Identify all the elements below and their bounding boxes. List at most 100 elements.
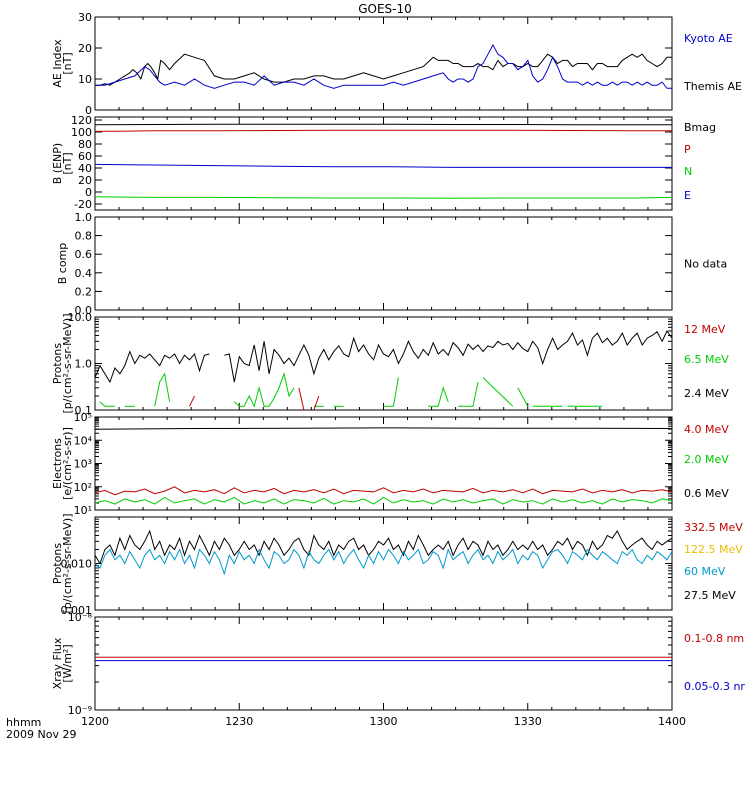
y-tick-label: 1.0	[75, 358, 93, 371]
legend-entry: 12 MeV	[684, 323, 726, 336]
legend-entry: 2.0 MeV	[684, 453, 729, 466]
legend-entry: 0.1-0.8 nm	[684, 632, 744, 645]
series-line-2-0-mev	[95, 496, 672, 505]
panel-protons_low: 0.1 1.0 10.0 Protons[p/(cm²-s-sr-MeV)] 12 Me…	[51, 311, 729, 417]
y-axis-label: [p/(cm²-s-sr-MeV)]	[61, 514, 74, 614]
series-line-6-5-mev	[383, 377, 399, 407]
y-axis-label: B comp	[56, 243, 69, 285]
y-tick-label: 10⁻⁸	[68, 611, 93, 624]
y-tick-label: 0.0	[75, 304, 93, 317]
series-line-12-mev	[313, 395, 320, 410]
figure-title: GOES-10	[358, 2, 412, 16]
y-tick-label: -20	[74, 198, 92, 211]
y-axis-label: [nT]	[61, 52, 74, 74]
series-line-6-5-mev	[517, 387, 529, 407]
series-line-kyoto-ae	[95, 43, 672, 89]
y-tick-label: 0.010	[61, 558, 93, 571]
series-line-4-0-mev	[95, 486, 672, 496]
panel-frame	[94, 616, 673, 711]
series-line-themis-ae	[95, 53, 672, 86]
legend-entry: 0.05-0.3 nr	[684, 680, 745, 693]
y-tick-label: 20	[78, 174, 92, 187]
series-line-bmag	[95, 123, 672, 126]
legend-entry: 4.0 MeV	[684, 423, 729, 436]
y-axis-label: Protons	[51, 543, 64, 584]
series-line-12-mev	[298, 387, 305, 410]
y-tick-label: 0.6	[75, 248, 93, 261]
panel-electrons: 10¹ 10² 10³ 10⁴ 10⁵ Electrons[e/(cm²-s-sr)] 4.…	[51, 411, 729, 517]
y-axis-label: [W/m²]	[61, 644, 74, 682]
y-axis-label: B (ENP)	[51, 143, 64, 184]
series-line-6-5-mev	[154, 372, 171, 407]
series-line-2-4-mev	[95, 350, 210, 384]
time-tick-label: 1230	[225, 715, 253, 728]
panel-bcomp: 0.0 0.2 0.4 0.6 0.8 1.0 B comp No data	[56, 211, 727, 317]
y-tick-label: 0.2	[75, 285, 93, 298]
y-tick-label: 80	[78, 138, 92, 151]
series-line-60-mev	[95, 548, 672, 576]
y-axis-label: [nT]	[61, 152, 74, 174]
legend-entry: 6.5 MeV	[684, 353, 729, 366]
time-tick-label: 1300	[370, 715, 398, 728]
panel-frame	[94, 216, 673, 311]
panel-xray: 10⁻⁹ 10⁻⁸ Xray Flux[W/m²] 0.1-0.8 nm 0.05-0.…	[51, 611, 745, 717]
legend-entry: 0.6 MeV	[684, 487, 729, 500]
legend-entry: N	[684, 165, 692, 178]
y-tick-label: 20	[78, 42, 92, 55]
legend-entry: 332.5 MeV	[684, 521, 743, 534]
series-line-27-5-mev	[95, 529, 672, 565]
y-tick-label: 10¹	[74, 504, 92, 517]
y-axis-label: Xray Flux	[51, 637, 64, 689]
y-tick-label: 10³	[74, 458, 92, 471]
y-axis-label: Protons	[51, 343, 64, 384]
panel-frame	[94, 316, 673, 411]
legend-entry: 122.5 MeV	[684, 543, 743, 556]
y-tick-label: 10⁴	[74, 434, 93, 447]
series-line-6-5-mev	[428, 386, 449, 407]
y-tick-label: 10⁵	[74, 411, 92, 424]
series-line-0-6-mev	[95, 427, 672, 430]
legend-entry: Kyoto AE	[684, 32, 733, 45]
y-tick-label: 1.0	[75, 211, 93, 224]
series-line-6-5-mev	[458, 381, 479, 407]
y-tick-label: 10	[78, 73, 92, 86]
series-line-6-5-mev	[99, 401, 115, 407]
panel-frame	[94, 416, 673, 511]
y-tick-label: 0.4	[75, 267, 93, 280]
time-axis: 1200 1230 1300 1330 1400	[81, 715, 686, 728]
series-line-e	[95, 163, 672, 168]
panel-frame	[94, 516, 673, 611]
legend-entry: 27.5 MeV	[684, 589, 736, 602]
y-tick-label: 60	[78, 150, 92, 163]
series-line-6-5-mev	[233, 372, 295, 408]
y-tick-label: 30	[78, 11, 92, 24]
legend-entry: Themis AE	[683, 80, 742, 93]
y-tick-label: 10²	[74, 481, 92, 494]
time-tick-label: 1200	[81, 715, 109, 728]
y-axis-label: Electrons	[51, 438, 64, 489]
time-tick-label: 1330	[514, 715, 542, 728]
y-tick-label: 100	[71, 126, 92, 139]
y-axis-label: AE Index	[51, 39, 64, 88]
series-line-12-mev	[189, 395, 195, 407]
y-tick-label: 40	[78, 162, 92, 175]
series-line-p	[95, 129, 672, 132]
series-line-n	[95, 196, 672, 199]
y-tick-label: 0	[85, 104, 92, 117]
legend-entry: No data	[684, 258, 727, 271]
y-tick-label: 10.0	[68, 311, 93, 324]
time-unit-label: hhmm	[6, 716, 41, 729]
panel-ae: 0 10 20 30 AE Index[nT] Kyoto AE Themis AE	[51, 11, 742, 117]
y-tick-label: 0.1	[75, 404, 93, 417]
series-line-2-4-mev	[224, 330, 672, 383]
date-label: 2009 Nov 29	[6, 728, 76, 741]
y-tick-label: 0.001	[61, 604, 93, 617]
y-tick-label: 120	[71, 114, 92, 127]
y-tick-label: 0	[85, 186, 92, 199]
y-tick-label: 0.8	[75, 230, 93, 243]
legend-entry: 2.4 MeV	[684, 387, 729, 400]
legend-entry: Bmag	[684, 121, 716, 134]
